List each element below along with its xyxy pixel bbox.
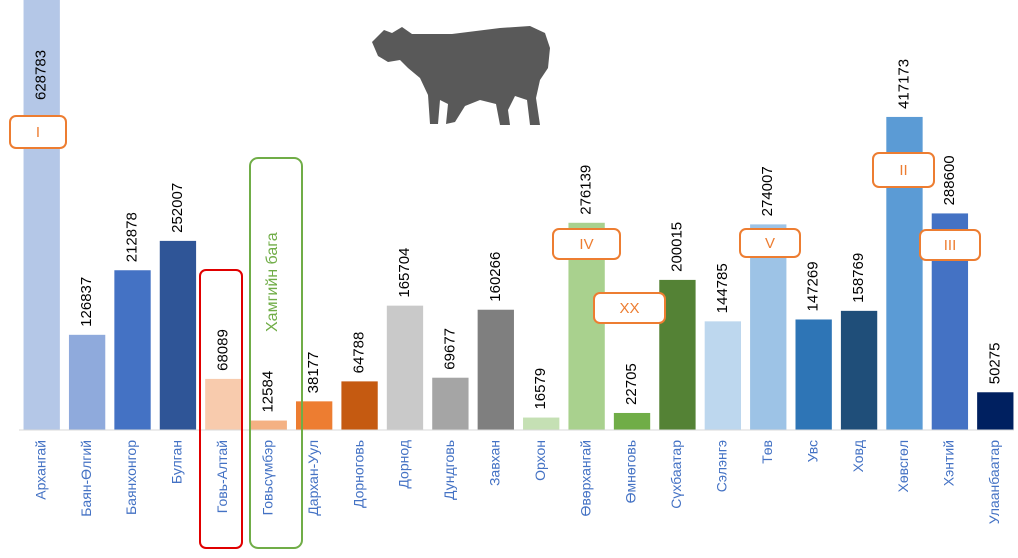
annotation-label: IV (579, 236, 593, 253)
bar (750, 224, 787, 430)
value-label: 628783 (33, 50, 50, 100)
x-tick-label: Архангай (32, 440, 48, 500)
annotation-label: I (36, 124, 40, 141)
annotation-box (919, 229, 981, 261)
x-tick-label: Завхан (486, 440, 502, 486)
x-tick-label: Дундговь (441, 440, 457, 500)
x-tick-label: Баянхонгор (123, 440, 139, 515)
x-tick-label: Сүхбаатар (668, 440, 684, 509)
annotation-box (552, 228, 621, 260)
x-tick-label: Баян-Өлгий (78, 440, 94, 517)
value-label: 160266 (487, 252, 504, 302)
annotation-label: XX (619, 300, 639, 317)
annotation-box (739, 228, 801, 258)
annotation-label: Хамгийн бага (264, 232, 281, 332)
x-tick-label: Дорноговь (350, 440, 366, 508)
bar (977, 392, 1014, 430)
value-label: 16579 (532, 368, 549, 410)
value-label: 276139 (578, 165, 595, 215)
bar (477, 309, 514, 430)
value-label: 147269 (805, 261, 822, 311)
annotation-label: II (899, 162, 907, 179)
annotation-box (593, 292, 666, 324)
bar (613, 412, 651, 430)
value-label: 144785 (714, 263, 731, 313)
value-label: 252007 (169, 183, 186, 233)
x-tick-label: Увс (804, 440, 820, 462)
annotation-label: V (765, 235, 775, 252)
x-tick-label: Орхон (532, 440, 548, 481)
x-tick-label: Улаанбаатар (986, 440, 1002, 524)
x-tick-label: Хэнтий (941, 440, 957, 486)
bar (523, 417, 560, 430)
x-tick-label: Булган (169, 440, 185, 484)
value-label: 158769 (850, 253, 867, 303)
bar (114, 270, 151, 430)
value-label: 50275 (986, 343, 1003, 385)
x-tick-label: Дархан-Уул (305, 440, 321, 516)
x-tick-label: Өвөрхангай (577, 440, 593, 517)
value-label: 126837 (78, 277, 95, 327)
highlight-frame (199, 269, 243, 549)
highlight-frame (249, 157, 303, 549)
annotation-box (9, 115, 67, 149)
x-tick-label: Хөвсгөл (895, 440, 911, 492)
bar (159, 240, 197, 430)
bar (432, 377, 469, 430)
value-label: 64788 (351, 332, 368, 374)
x-tick-label: Өмнөговь (623, 440, 639, 503)
value-label: 212878 (123, 212, 140, 262)
value-label: 69677 (441, 328, 458, 370)
bar (840, 310, 878, 430)
bar (704, 321, 742, 430)
value-label: 38177 (305, 352, 322, 394)
value-label: 68089 (214, 329, 231, 371)
bar (386, 305, 424, 430)
annotation-label: III (944, 237, 957, 254)
bar (68, 334, 106, 430)
bar (795, 319, 832, 430)
bar (205, 378, 242, 430)
x-tick-label: Говьсүмбэр (259, 440, 275, 516)
cow-icon (372, 26, 550, 125)
bar (341, 381, 378, 430)
x-tick-label: Сэлэнгэ (714, 440, 730, 492)
value-label: 12584 (260, 371, 277, 413)
x-tick-label: Ховд (850, 440, 866, 472)
value-label: 274007 (759, 166, 776, 216)
value-label: 200015 (668, 222, 685, 272)
value-label: 165704 (396, 248, 413, 298)
bar (250, 420, 287, 430)
x-tick-label: Говь-Алтай (214, 440, 230, 513)
bar (23, 0, 60, 430)
value-label: 417173 (895, 59, 912, 109)
annotation-box (872, 152, 935, 188)
x-tick-label: Төв (759, 440, 775, 464)
value-label: 288600 (941, 155, 958, 205)
x-tick-label: Дорнод (396, 440, 412, 489)
value-label: 22705 (623, 363, 640, 405)
